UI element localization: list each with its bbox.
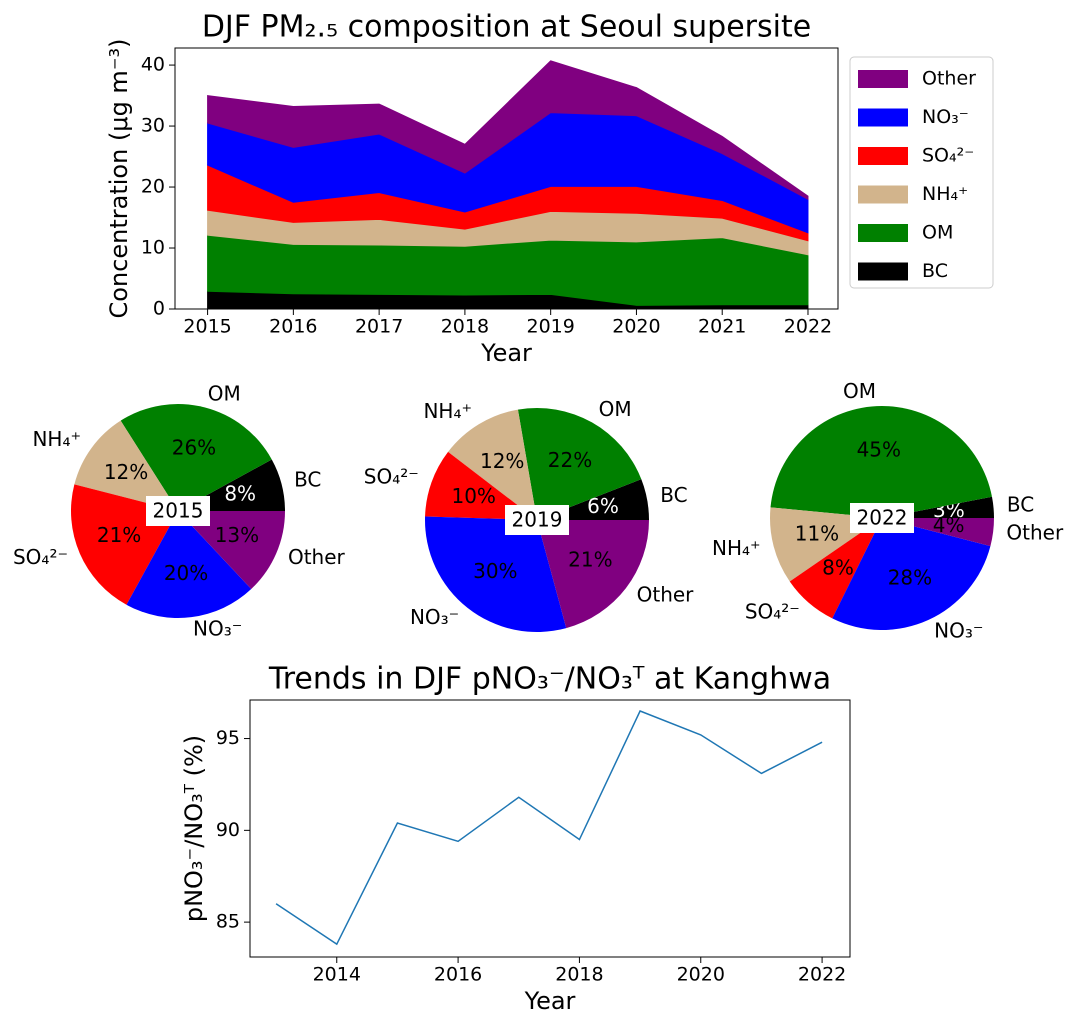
pie-value-label: 20% <box>164 561 208 585</box>
pie-center-box <box>850 503 914 533</box>
y-tick-label: 10 <box>141 237 165 259</box>
legend-label: Other <box>922 68 976 90</box>
pie-value-label: 26% <box>172 435 216 459</box>
legend-swatch <box>858 108 908 127</box>
legend-label: SO₄²⁻ <box>922 145 974 167</box>
x-tick-label: 2020 <box>612 316 660 338</box>
x-axis-label: Year <box>524 987 576 1013</box>
pie-value-label: 45% <box>857 437 901 461</box>
pie-wedge <box>120 404 272 511</box>
pie-wedge <box>126 511 252 618</box>
legend-label: NH₄⁺ <box>922 183 968 205</box>
pie-center-label: 2019 <box>512 508 563 532</box>
plot-frame <box>174 47 839 310</box>
y-tick-label: 0 <box>153 298 165 320</box>
pie-label: SO₄²⁻ <box>13 545 68 569</box>
pie-label: BC <box>1007 493 1034 517</box>
pie-label: NO₃⁻ <box>934 619 983 643</box>
pie-center-label: 2022 <box>857 506 908 530</box>
pie-value-label: 8% <box>224 482 256 506</box>
x-tick-label: 2014 <box>313 964 361 986</box>
x-tick-label: 2016 <box>434 964 482 986</box>
chart-title: DJF PM₂.₅ composition at Seoul supersite <box>202 10 811 45</box>
pie-value-label: 11% <box>795 521 839 545</box>
y-tick-label: 40 <box>141 54 165 76</box>
legend-label: BC <box>922 260 948 282</box>
y-axis-label: pNO₃⁻/NO₃ᵀ (%) <box>180 735 208 922</box>
y-tick-label: 85 <box>216 911 240 933</box>
pie-wedge <box>425 516 567 633</box>
legend-swatch <box>858 185 908 204</box>
x-tick-label: 2019 <box>526 316 574 338</box>
pie-label: OM <box>208 381 241 405</box>
pie-value-label: 4% <box>933 513 965 537</box>
chart-title: Trends in DJF pNO₃⁻/NO₃ᵀ at Kanghwa <box>268 662 831 697</box>
pie-value-label: 13% <box>215 523 259 547</box>
area-layer <box>207 60 809 201</box>
x-tick-label: 2020 <box>677 964 725 986</box>
pie-center-box <box>146 496 210 526</box>
pie-label: NO₃⁻ <box>410 605 459 629</box>
pie-value-label: 12% <box>104 460 148 484</box>
legend-swatch <box>858 147 908 165</box>
pie-label: NH₄⁺ <box>32 427 81 451</box>
x-tick-label: 2022 <box>798 964 846 986</box>
pie-wedge <box>448 409 537 520</box>
pie-wedge <box>770 406 992 518</box>
legend-box <box>849 56 994 289</box>
pie-label: Other <box>637 583 695 607</box>
legend-swatch <box>858 262 908 281</box>
x-tick-label: 2015 <box>183 316 231 338</box>
y-tick-label: 20 <box>141 176 165 198</box>
pie-label: BC <box>294 468 321 492</box>
pie-label: NO₃⁻ <box>193 616 242 640</box>
pie-wedge <box>178 511 285 589</box>
pie-wedge <box>537 520 649 629</box>
pie-value-label: 21% <box>568 547 612 571</box>
legend-swatch <box>858 70 908 88</box>
pie-value-label: 12% <box>480 449 524 473</box>
pie-label: OM <box>599 397 632 421</box>
legend-label: NO₃⁻ <box>922 106 969 128</box>
line <box>275 710 823 946</box>
y-tick-label: 90 <box>216 819 240 841</box>
pie-label: NH₄⁺ <box>423 399 472 423</box>
pie-label: OM <box>843 379 876 403</box>
x-tick-label: 2018 <box>441 316 489 338</box>
pie-value-label: 8% <box>822 555 854 579</box>
pie-label: Other <box>1006 520 1064 544</box>
pie-value-label: 30% <box>473 559 517 583</box>
y-tick-label: 30 <box>141 115 165 137</box>
x-tick-label: 2016 <box>269 316 317 338</box>
y-tick-label: 95 <box>216 727 240 749</box>
pie-wedge <box>832 518 991 630</box>
pie-wedge <box>74 420 178 511</box>
plot-frame <box>249 699 851 958</box>
x-tick-label: 2017 <box>355 316 403 338</box>
legend-label: OM <box>922 222 953 244</box>
pie-wedge <box>517 408 642 520</box>
y-axis-label: Concentration (μg m⁻³) <box>105 39 133 319</box>
pie-wedge <box>425 451 537 520</box>
pie-label: Other <box>288 545 346 569</box>
pie-wedge <box>789 518 882 619</box>
x-tick-label: 2021 <box>698 316 746 338</box>
pie-label: SO₄²⁻ <box>745 599 800 623</box>
pie-label: SO₄²⁻ <box>364 464 419 488</box>
pie-value-label: 10% <box>451 484 495 508</box>
x-tick-label: 2022 <box>784 316 832 338</box>
pie-label: BC <box>660 483 687 507</box>
x-axis-label: Year <box>480 339 532 367</box>
legend-swatch <box>858 224 908 242</box>
x-tick-label: 2018 <box>555 964 603 986</box>
pie-value-label: 21% <box>97 523 141 547</box>
pie-center-box <box>505 505 569 535</box>
pie-value-label: 28% <box>888 566 932 590</box>
pie-center-label: 2015 <box>153 499 204 523</box>
pie-label: NH₄⁺ <box>712 536 761 560</box>
pie-value-label: 22% <box>548 448 592 472</box>
